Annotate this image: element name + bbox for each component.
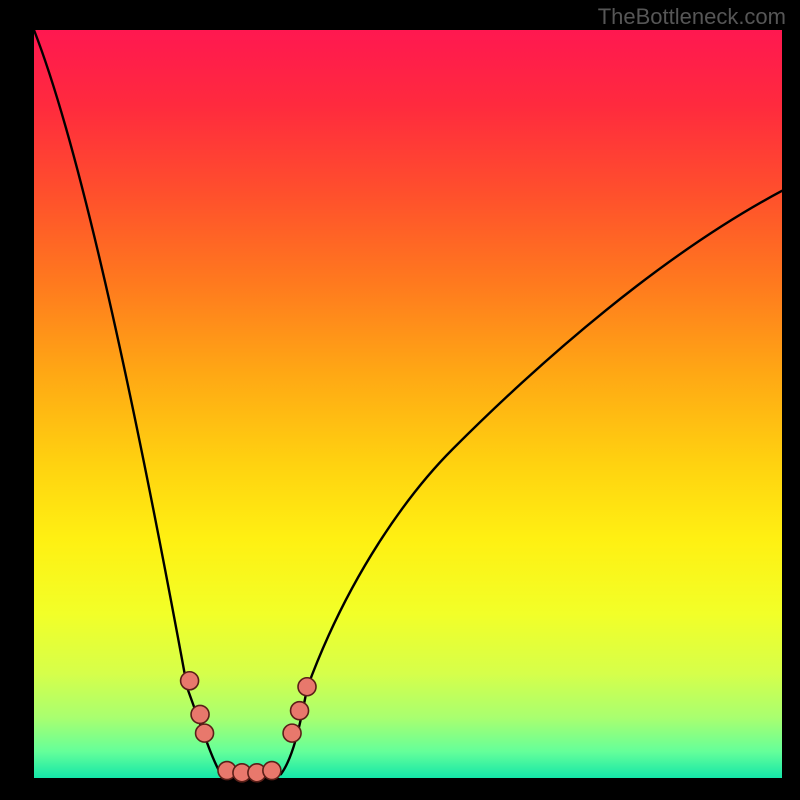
chart-stage: TheBottleneck.com (0, 0, 800, 800)
curve-marker (263, 762, 281, 780)
watermark-text: TheBottleneck.com (598, 4, 786, 30)
curve-marker (298, 678, 316, 696)
curve-marker (181, 672, 199, 690)
bottleneck-curve-chart (0, 0, 800, 800)
curve-marker (291, 702, 309, 720)
curve-marker (191, 705, 209, 723)
gradient-plot-area (34, 30, 782, 778)
curve-marker (283, 724, 301, 742)
curve-marker (196, 724, 214, 742)
